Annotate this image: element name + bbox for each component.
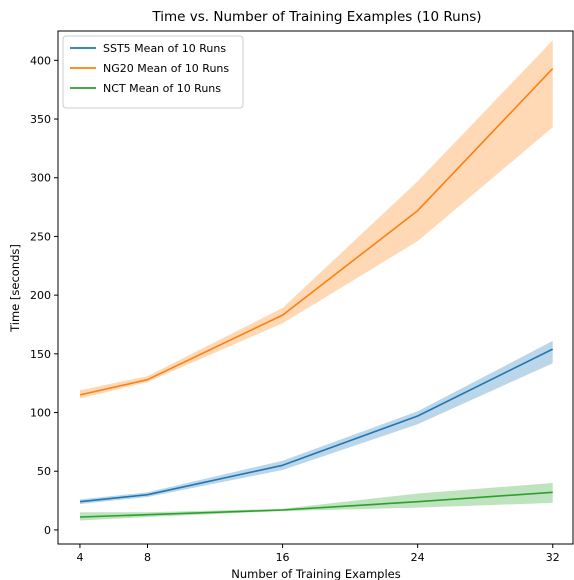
band-series-2 [80, 483, 553, 521]
y-tick-label: 250 [30, 230, 51, 243]
legend-label-2: NCT Mean of 10 Runs [103, 82, 221, 95]
chart-title: Time vs. Number of Training Examples (10… [151, 9, 481, 25]
y-tick-label: 300 [30, 172, 51, 185]
y-tick-label: 50 [37, 465, 51, 478]
x-axis: 4 8 16 24 32 [76, 544, 560, 564]
y-tick-label: 350 [30, 113, 51, 126]
y-axis-label: Time [seconds] [8, 244, 22, 333]
x-tick-label: 8 [144, 551, 151, 564]
x-axis-label: Number of Training Examples [231, 567, 401, 580]
legend-label-0: SST5 Mean of 10 Runs [103, 42, 226, 55]
x-tick-label: 16 [276, 551, 290, 564]
y-tick-label: 150 [30, 348, 51, 361]
confidence-bands [80, 40, 553, 521]
line-series-1 [79, 68, 554, 396]
series-lines [79, 68, 554, 518]
x-tick-label: 24 [411, 551, 425, 564]
y-tick-label: 100 [30, 407, 51, 420]
legend: SST5 Mean of 10 Runs NG20 Mean of 10 Runs… [62, 35, 244, 109]
line-series-0 [79, 348, 554, 503]
y-axis: 0 50 100 150 200 250 300 350 400 [30, 54, 58, 537]
plot-frame [57, 30, 574, 545]
y-tick-label: 0 [44, 524, 51, 537]
legend-label-1: NG20 Mean of 10 Runs [103, 62, 229, 75]
x-tick-label: 4 [76, 551, 83, 564]
legend-box [62, 35, 244, 109]
y-tick-label: 200 [30, 289, 51, 302]
y-tick-label: 400 [30, 54, 51, 67]
line-series-2 [79, 491, 553, 518]
x-tick-label: 32 [546, 551, 560, 564]
